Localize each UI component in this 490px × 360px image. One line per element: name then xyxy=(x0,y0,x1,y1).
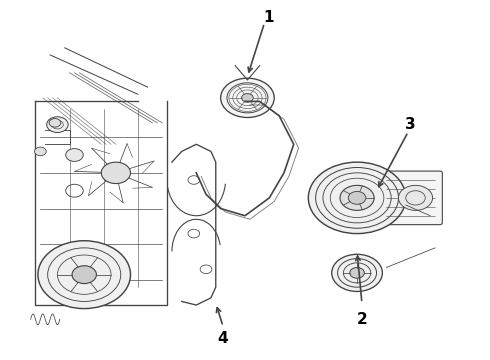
Circle shape xyxy=(34,147,46,156)
Circle shape xyxy=(348,192,366,204)
Text: 1: 1 xyxy=(263,10,273,25)
Circle shape xyxy=(66,149,83,161)
Circle shape xyxy=(49,118,61,127)
Circle shape xyxy=(188,176,200,184)
Circle shape xyxy=(350,267,365,278)
Circle shape xyxy=(188,229,200,238)
Circle shape xyxy=(220,78,274,117)
Circle shape xyxy=(200,265,212,274)
Text: 2: 2 xyxy=(357,312,368,327)
Circle shape xyxy=(398,185,433,210)
Text: 4: 4 xyxy=(218,332,228,346)
Circle shape xyxy=(242,94,253,102)
Circle shape xyxy=(38,241,130,309)
Circle shape xyxy=(101,162,130,184)
Text: 3: 3 xyxy=(405,117,416,132)
Circle shape xyxy=(47,117,68,132)
Circle shape xyxy=(308,162,406,234)
Circle shape xyxy=(340,185,374,210)
Circle shape xyxy=(332,254,382,292)
Circle shape xyxy=(72,266,97,284)
FancyBboxPatch shape xyxy=(379,171,442,225)
